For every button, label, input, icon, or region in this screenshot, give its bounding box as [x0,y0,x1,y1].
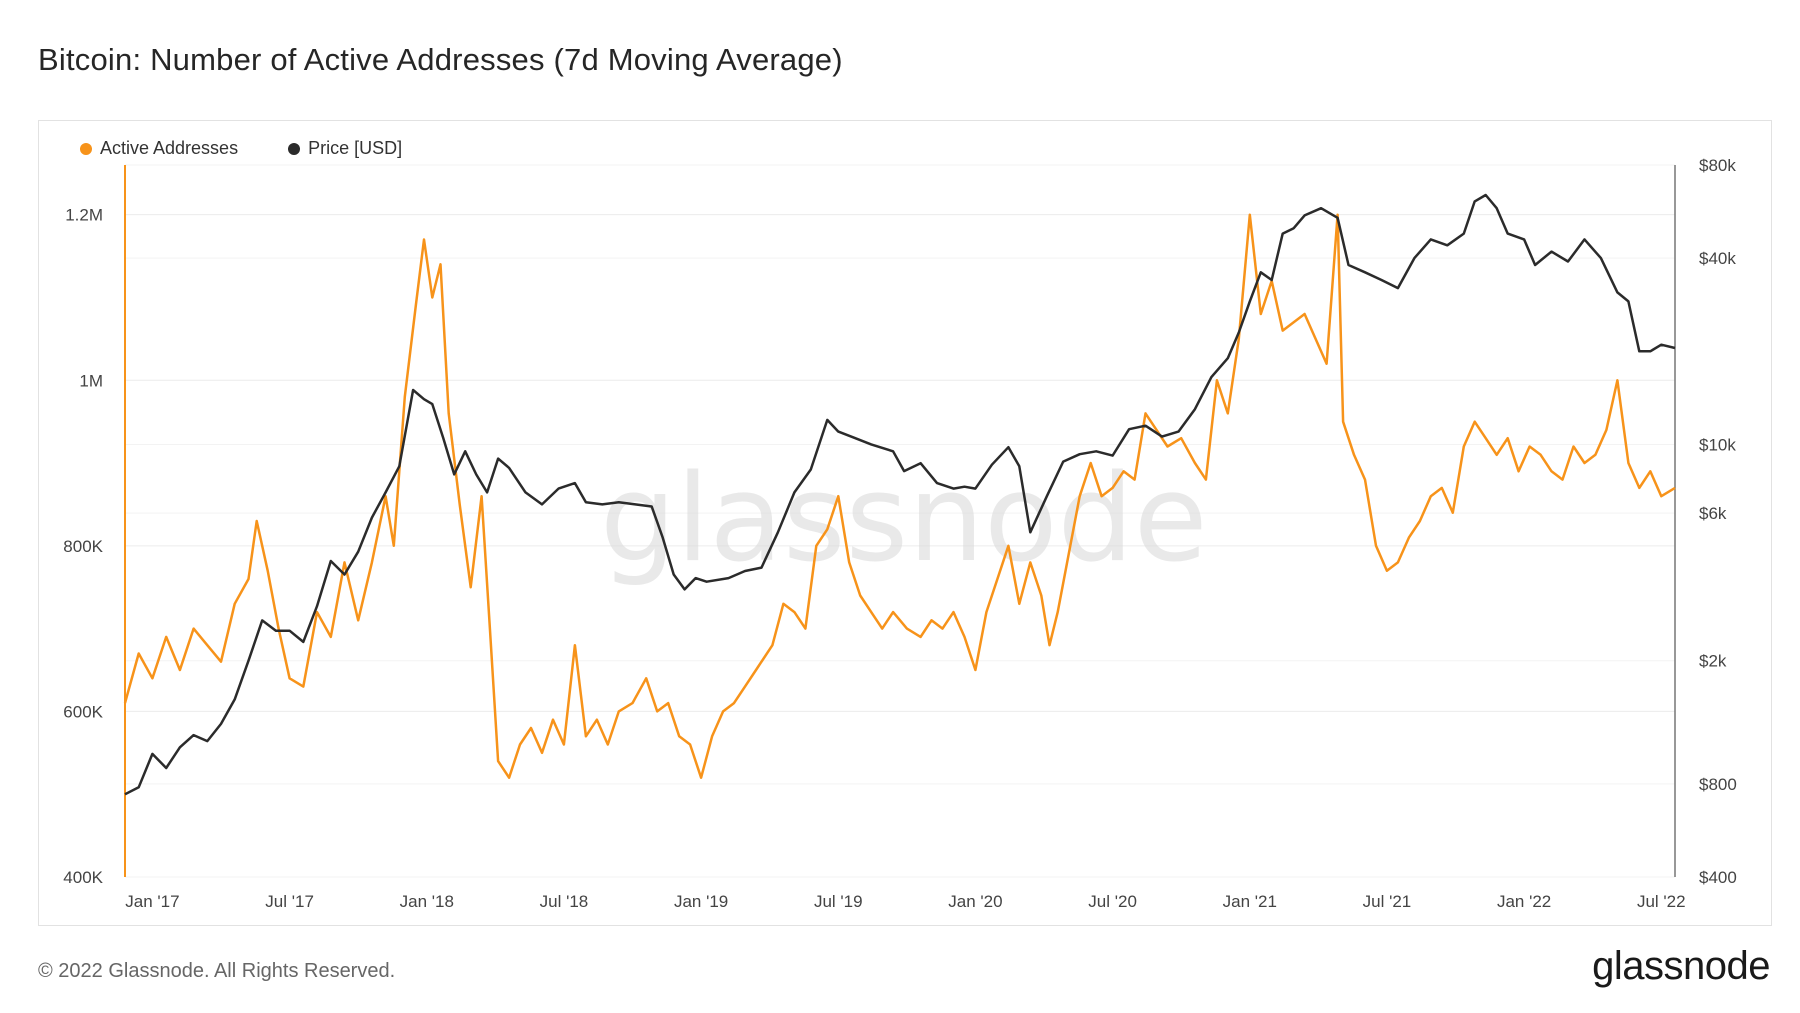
gridlines [125,164,1675,878]
left-tick-label: 400K [63,868,103,887]
x-tick-label: Jul '20 [1088,892,1137,911]
right-tick-label: $10k [1699,435,1736,454]
legend-dot-price-icon [288,142,301,155]
left-tick-label: 600K [63,702,103,721]
series-line-price[interactable] [124,193,1676,796]
x-tick-label: Jul '21 [1363,892,1412,911]
x-tick-label: Jan '21 [1223,892,1277,911]
chart-panel [38,120,1772,926]
watermark-text: glassnode [600,450,1208,589]
right-tick-label: $40k [1699,249,1736,268]
legend-label-active: Active Addresses [100,138,239,158]
x-tick-label: Jan '20 [948,892,1002,911]
right-tick-label: $800 [1699,775,1737,794]
x-tick-label: Jul '17 [265,892,314,911]
right-tick-label: $400 [1699,868,1737,887]
legend-item-active-addresses[interactable]: Active Addresses [80,138,238,159]
right-tick-label: $80k [1699,156,1736,175]
x-tick-label: Jan '17 [125,892,179,911]
left-tick-label: 1M [79,371,103,390]
right-axis-ticks: $400 $800 $2k $6k $10k $40k $80k [1699,156,1737,887]
chart-title: Bitcoin: Number of Active Addresses (7d … [38,42,843,77]
x-tick-label: Jul '18 [540,892,589,911]
left-axis-ticks: 400K 600K 800K 1M 1.2M [63,206,103,887]
x-tick-label: Jul '22 [1637,892,1686,911]
legend-item-price[interactable]: Price [USD] [288,138,402,159]
legend-dot-active-icon [80,142,92,155]
legend-label-price: Price [USD] [308,138,403,158]
x-tick-label: Jan '18 [400,892,454,911]
left-tick-label: 1.2M [65,206,103,225]
right-tick-label: $2k [1699,652,1727,671]
x-tick-label: Jul '19 [814,892,863,911]
series-line-active-addresses[interactable] [123,213,1676,779]
footer-copyright: © 2022 Glassnode. All Rights Reserved. [38,960,396,982]
left-tick-label: 800K [63,537,103,556]
right-tick-label: $6k [1699,504,1727,523]
x-axis-ticks: Jan '17 Jul '17 Jan '18 Jul '18 Jan '19 Jul '… [125,892,1685,911]
glassnode-logo[interactable]: glassnode [1592,944,1770,988]
x-tick-label: Jan '19 [674,892,728,911]
legend: Active Addresses Price [USD] [80,138,402,159]
x-tick-label: Jan '22 [1497,892,1551,911]
